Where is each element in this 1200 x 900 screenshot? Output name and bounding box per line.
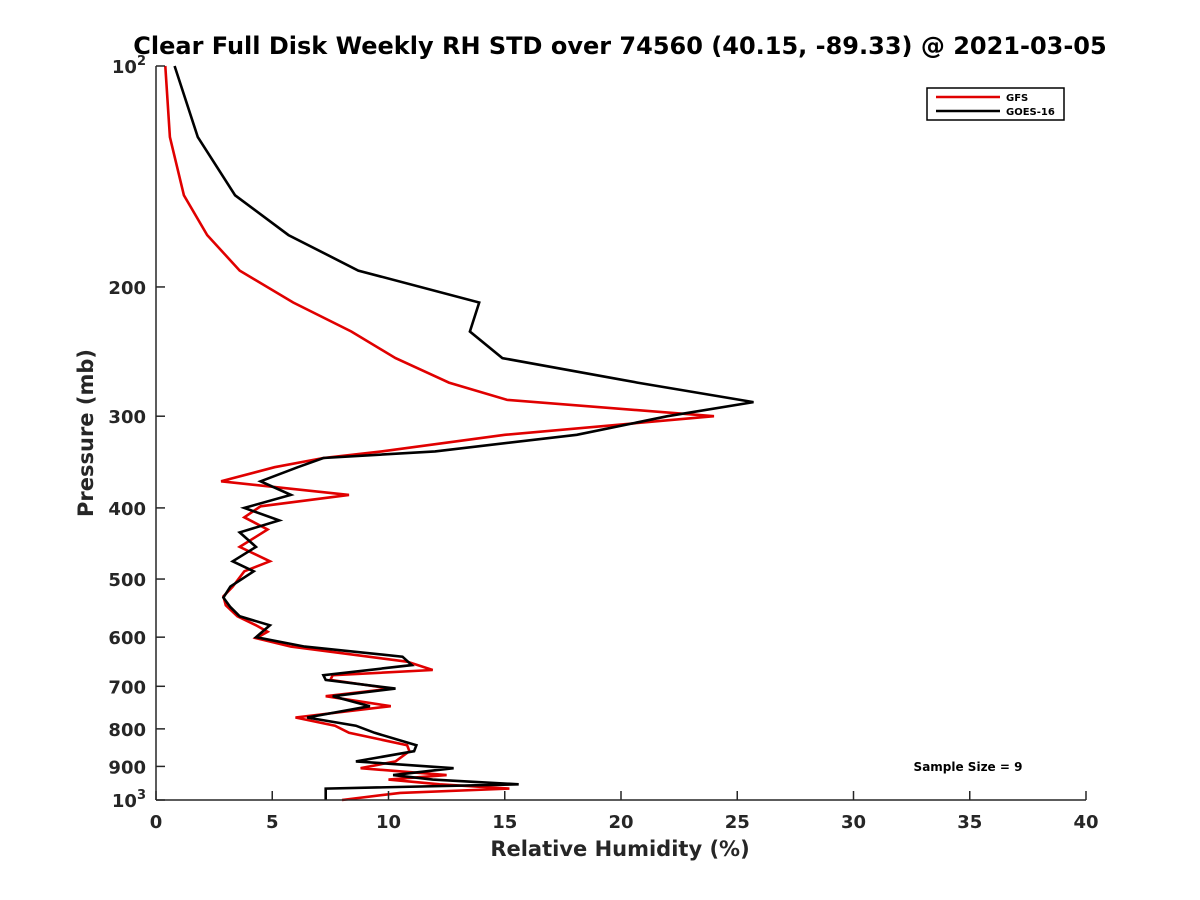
series-line-goes-16 [173,65,754,800]
x-tick-label: 25 [725,812,750,833]
x-axis: 0 5 10 15 20 25 30 35 40 [150,791,1099,833]
x-tick-label: 30 [841,812,866,833]
y-tick-label: 400 [108,499,146,520]
y-tick-label: 102 [112,54,146,78]
y-tick-label: 200 [108,278,146,299]
x-tick-label: 35 [957,812,982,833]
series-line-gfs [164,65,715,802]
series-layer [164,65,754,802]
legend-label: GFS [1006,93,1028,104]
x-axis-label: Relative Humidity (%) [490,837,749,861]
y-axis-label: Pressure (mb) [74,349,98,517]
y-axis: 102 200 300 400 500 600 700 800 900 103 [108,54,165,812]
x-tick-label: 40 [1073,812,1098,833]
chart-title: Clear Full Disk Weekly RH STD over 74560… [133,32,1106,60]
x-tick-label: 20 [608,812,633,833]
x-tick-label: 10 [376,812,401,833]
legend: GFS GOES-16 [926,87,1065,121]
y-tick-label: 103 [112,788,146,812]
y-tick-label: 600 [108,628,146,649]
plot-area [156,66,1086,800]
legend-label: GOES-16 [1006,107,1055,118]
x-tick-label: 15 [492,812,517,833]
y-tick-label: 700 [108,677,146,698]
y-tick-label: 500 [108,570,146,591]
legend-box [926,87,1065,121]
sample-size-annotation: Sample Size = 9 [914,760,1023,774]
y-tick-label: 300 [108,407,146,428]
y-tick-label: 800 [108,720,146,741]
x-tick-label: 0 [150,812,163,833]
x-tick-label: 5 [266,812,279,833]
y-tick-label: 900 [108,757,146,778]
